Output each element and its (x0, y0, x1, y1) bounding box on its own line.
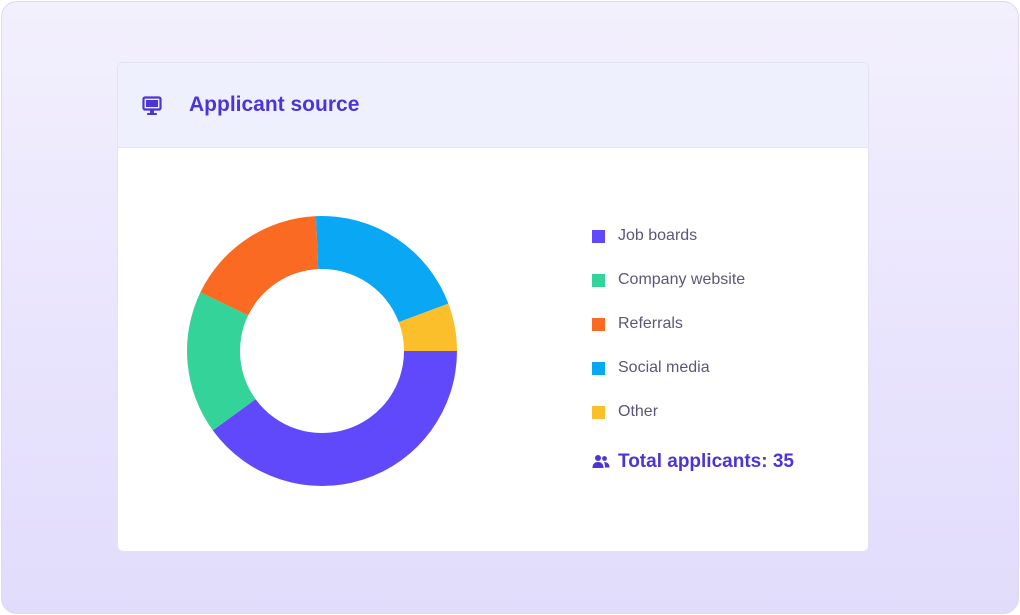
applicant-source-card: Applicant source Job boards Company websi… (117, 62, 869, 552)
legend-swatch (592, 230, 605, 243)
legend-swatch (592, 362, 605, 375)
legend-swatch (592, 274, 605, 287)
card-title: Applicant source (189, 93, 360, 116)
donut-slice-referrals[interactable] (200, 216, 319, 316)
legend-swatch (592, 318, 605, 331)
legend-label: Job boards (618, 227, 698, 244)
donut-slice-job-boards[interactable] (212, 351, 457, 486)
card-header: Applicant source (118, 63, 868, 148)
donut-chart (187, 216, 457, 486)
donut-slice-social-media[interactable] (315, 216, 449, 323)
legend-label: Other (618, 403, 659, 420)
donut-slice-other[interactable] (398, 303, 457, 351)
donut-slice-company-website[interactable] (187, 292, 256, 431)
legend-label: Social media (618, 359, 710, 376)
legend-label: Company website (618, 271, 746, 288)
monitor-icon (142, 96, 162, 115)
users-icon (592, 455, 610, 468)
legend-label: Referrals (618, 315, 683, 332)
total-applicants-label: Total applicants: 35 (618, 451, 794, 472)
legend-swatch (592, 406, 605, 419)
